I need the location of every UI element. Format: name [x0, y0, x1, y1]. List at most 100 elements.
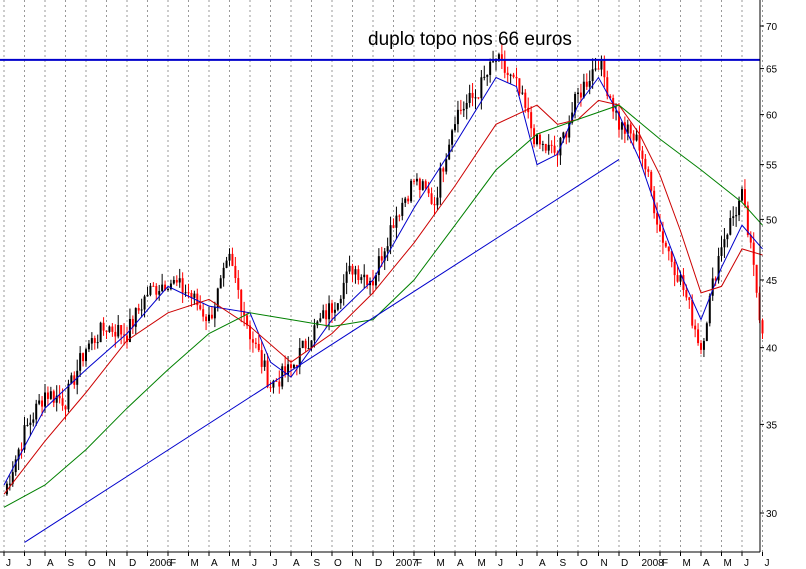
- price-candle-body: [210, 314, 213, 319]
- x-tick-label: D: [621, 558, 628, 569]
- price-candle-body: [738, 200, 741, 216]
- price-candle-body: [685, 290, 688, 298]
- price-candle-body: [52, 391, 55, 403]
- price-candle-body: [167, 289, 169, 291]
- y-tick-label: 35: [766, 420, 778, 431]
- price-candle-body: [407, 198, 410, 202]
- price-candle-body: [131, 318, 134, 327]
- price-candle-body: [395, 215, 398, 228]
- price-candle-body: [732, 216, 735, 219]
- x-tick-label: M: [437, 558, 445, 569]
- price-candle-body: [331, 303, 333, 313]
- x-tick-label: D: [375, 558, 382, 569]
- x-tick-label: A: [457, 558, 464, 569]
- x-tick-label: J: [27, 558, 32, 569]
- price-candle-body: [137, 308, 140, 311]
- price-candle-body: [17, 449, 20, 460]
- x-tick-label: A: [703, 558, 710, 569]
- price-candle-body: [512, 74, 515, 77]
- price-candle-body: [213, 306, 216, 319]
- price-candle-body: [547, 144, 550, 151]
- price-candle-body: [433, 203, 436, 206]
- price-candle-body: [656, 213, 659, 225]
- price-candle-body: [287, 364, 290, 375]
- price-candle-body: [676, 275, 679, 282]
- price-candle-body: [638, 134, 641, 151]
- price-candle-body: [85, 349, 87, 362]
- price-candle-body: [761, 320, 764, 334]
- price-candle-body: [462, 108, 465, 111]
- price-candle-body: [41, 400, 44, 407]
- price-candle-body: [480, 77, 483, 99]
- price-candle-body: [172, 279, 175, 284]
- price-candle-body: [249, 325, 251, 340]
- price-candle-body: [360, 277, 363, 280]
- price-candle-body: [582, 81, 585, 98]
- y-tick-label: 55: [766, 161, 778, 172]
- price-candle-body: [8, 483, 11, 485]
- y-tick-label: 70: [766, 22, 778, 33]
- price-candle-body: [600, 59, 603, 70]
- y-tick-label: 65: [766, 65, 778, 76]
- price-candle-body: [430, 193, 433, 204]
- price-candle-body: [243, 310, 246, 316]
- price-candle-body: [99, 322, 102, 343]
- price-candle-body: [49, 391, 52, 399]
- price-candle-body: [175, 279, 178, 283]
- price-candle-body: [158, 291, 161, 295]
- price-candle-body: [544, 143, 547, 151]
- price-candle-body: [228, 253, 231, 261]
- price-candle-body: [667, 246, 670, 252]
- price-candle-body: [413, 180, 415, 182]
- price-candle-body: [254, 342, 257, 344]
- price-candle-body: [44, 392, 46, 407]
- price-candle-body: [741, 189, 743, 201]
- price-candle-body: [111, 326, 114, 332]
- price-candle-body: [565, 132, 568, 138]
- plot-background: [0, 0, 760, 552]
- price-candle-body: [345, 271, 348, 283]
- price-candle-body: [234, 265, 237, 279]
- x-tick-label: 2007: [396, 558, 419, 569]
- price-candle-body: [670, 251, 673, 262]
- price-candle-body: [495, 60, 497, 62]
- price-candle-body: [290, 364, 292, 368]
- x-tick-label: M: [478, 558, 486, 569]
- price-candle-body: [301, 340, 304, 348]
- price-candle-body: [325, 310, 328, 320]
- price-candle-body: [401, 202, 404, 216]
- price-candle-body: [190, 292, 193, 298]
- price-candle-body: [316, 321, 319, 326]
- price-candle-body: [184, 292, 187, 294]
- price-candle-body: [615, 111, 618, 113]
- x-tick-label: A: [539, 558, 546, 569]
- x-tick-label: F: [662, 558, 668, 569]
- price-candle-body: [538, 134, 541, 145]
- price-candle-body: [105, 330, 108, 332]
- price-candle-body: [454, 124, 456, 131]
- price-candle-body: [199, 305, 202, 310]
- price-candle-body: [193, 293, 196, 298]
- price-candle-body: [93, 338, 96, 343]
- x-tick-label: N: [355, 558, 362, 569]
- price-candle-body: [424, 181, 427, 189]
- price-candle-body: [304, 340, 307, 349]
- price-candle-body: [240, 289, 243, 311]
- price-candle-body: [351, 265, 354, 275]
- price-candle-body: [518, 78, 521, 94]
- price-candle-body: [550, 144, 553, 146]
- x-tick-label: J: [273, 558, 278, 569]
- price-candle-body: [322, 310, 325, 319]
- price-candle-body: [451, 130, 454, 145]
- price-candle-body: [497, 54, 500, 61]
- price-candle-body: [61, 398, 64, 406]
- price-candle-body: [35, 403, 38, 420]
- price-candle-body: [126, 335, 128, 342]
- price-candle-body: [82, 353, 85, 362]
- price-candle-body: [436, 197, 439, 206]
- x-tick-label: F: [170, 558, 176, 569]
- price-candle-body: [96, 342, 99, 344]
- price-candle-body: [392, 225, 395, 228]
